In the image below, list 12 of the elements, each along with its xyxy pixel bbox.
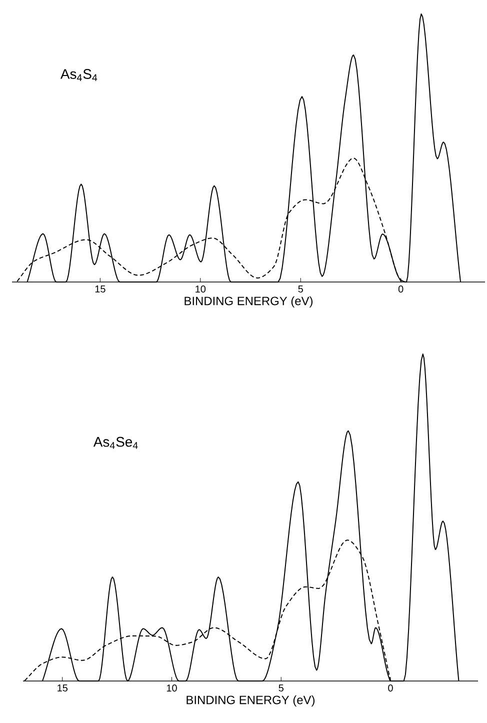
x-tick-label: 10	[166, 684, 177, 692]
x-axis-title: BINDING ENERGY (eV)	[184, 296, 313, 308]
x-tick-label: 15	[95, 286, 106, 292]
x-tick-label: 5	[278, 684, 284, 692]
x-tick-label: 5	[298, 286, 303, 292]
x-tick-label: 15	[58, 684, 68, 692]
x-tick-label: 0	[388, 684, 393, 692]
x-tick-label: 10	[196, 286, 206, 293]
x-tick-label: 0	[398, 286, 404, 293]
text: As$_{4}$S$_{4}$	[60, 69, 98, 81]
x-axis-title: BINDING ENERGY (eV)	[186, 695, 315, 707]
text: As$_{4}$Se$_{4}$	[93, 436, 138, 449]
